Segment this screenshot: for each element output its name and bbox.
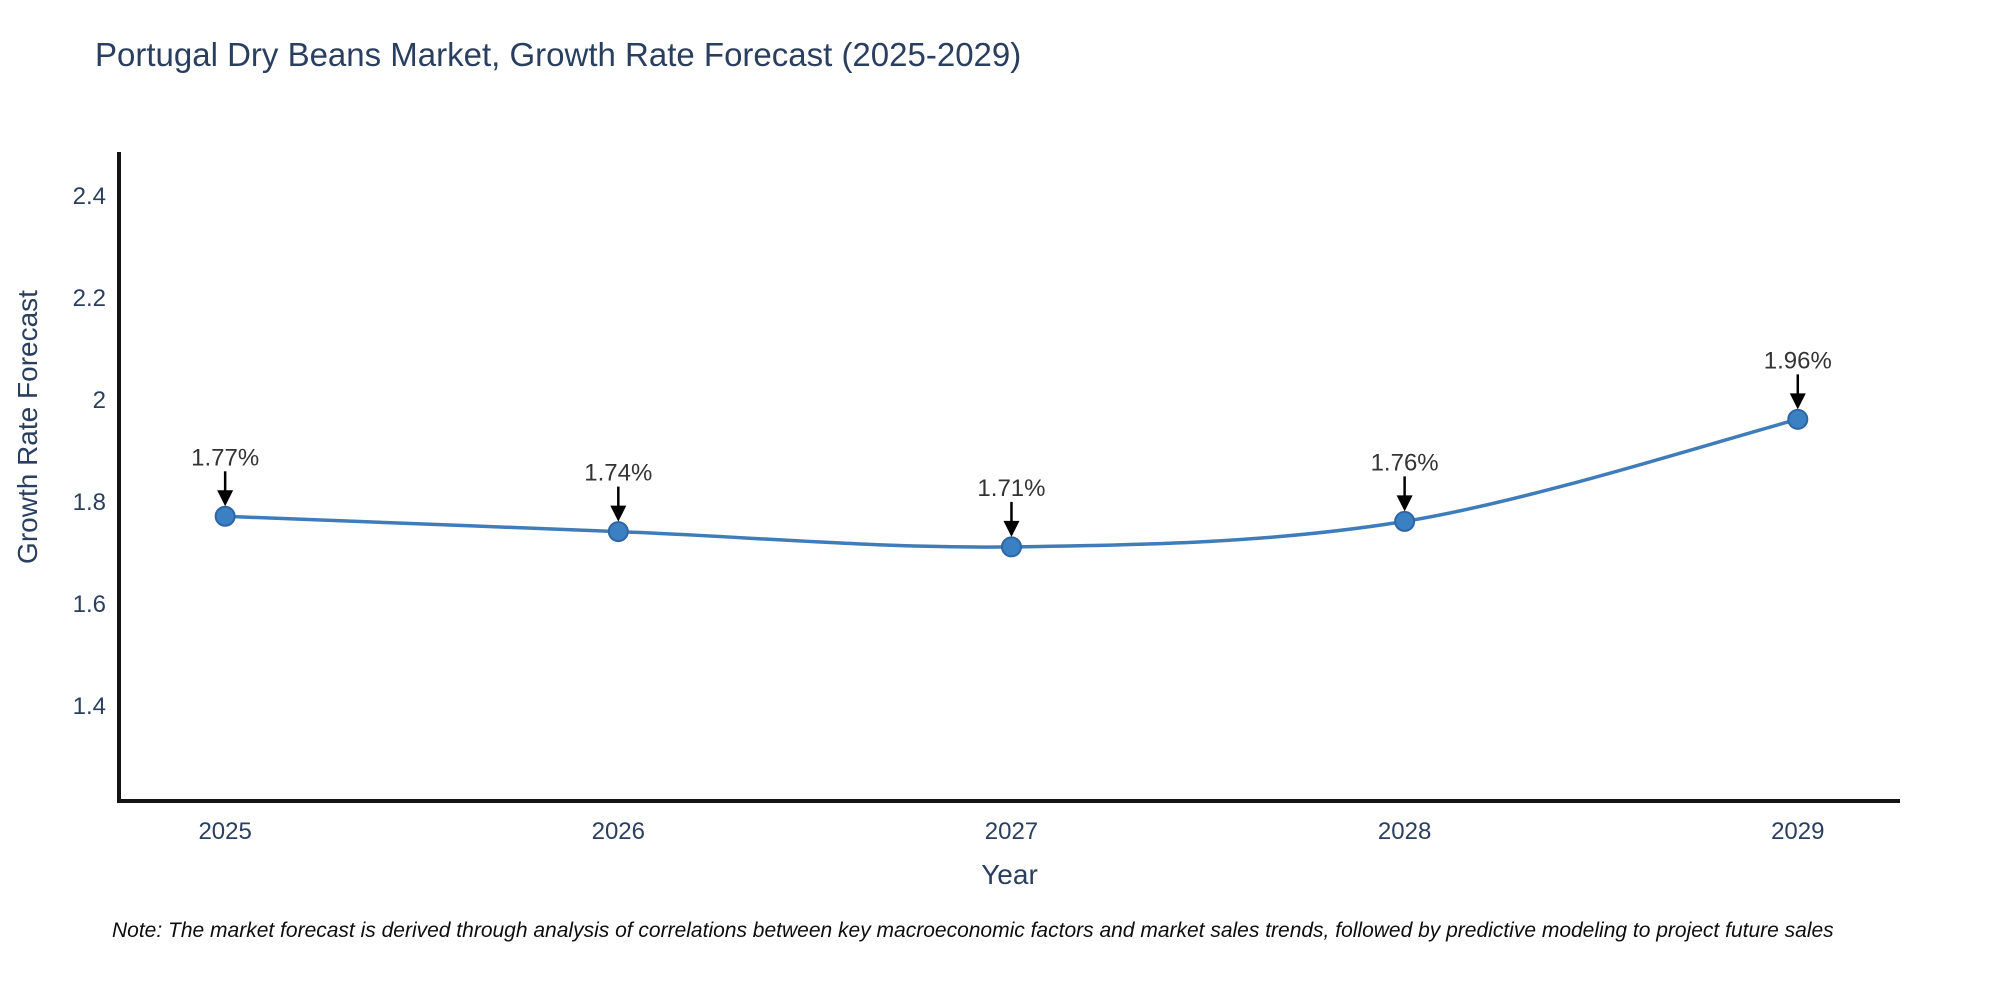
y-tick-label: 2.4 — [73, 183, 106, 210]
data-point-marker[interactable] — [214, 505, 236, 527]
annotation-arrow-head — [1789, 393, 1806, 410]
annotation-label: 1.71% — [977, 475, 1045, 502]
x-tick-label: 2029 — [1771, 818, 1824, 845]
data-point-marker[interactable] — [1394, 510, 1416, 532]
annotation-arrow-head — [1003, 520, 1020, 537]
x-tick-label: 2025 — [198, 818, 251, 845]
y-tick-label: 1.4 — [73, 693, 106, 720]
x-tick-label: 2026 — [592, 818, 645, 845]
annotation-label: 1.74% — [584, 460, 652, 487]
x-tick-label: 2028 — [1378, 818, 1431, 845]
chart-title: Portugal Dry Beans Market, Growth Rate F… — [95, 36, 1022, 73]
data-point-marker[interactable] — [1000, 536, 1022, 558]
annotation-label: 1.96% — [1764, 347, 1832, 374]
data-point-marker[interactable] — [607, 521, 629, 543]
annotation-label: 1.77% — [191, 444, 259, 471]
annotation-arrow-head — [610, 505, 627, 522]
y-tick-label: 1.8 — [73, 489, 106, 516]
x-tick-label: 2027 — [985, 818, 1038, 845]
annotation-arrow-head — [217, 490, 234, 507]
annotation-label: 1.76% — [1371, 449, 1439, 476]
footnote: Note: The market forecast is derived thr… — [112, 919, 1834, 942]
data-point-marker[interactable] — [1787, 408, 1809, 430]
y-tick-label: 1.6 — [73, 591, 106, 618]
x-axis-title: Year — [981, 859, 1038, 890]
annotation-arrow-head — [1396, 495, 1413, 512]
y-tick-label: 2 — [93, 387, 106, 414]
y-tick-label: 2.2 — [73, 285, 106, 312]
